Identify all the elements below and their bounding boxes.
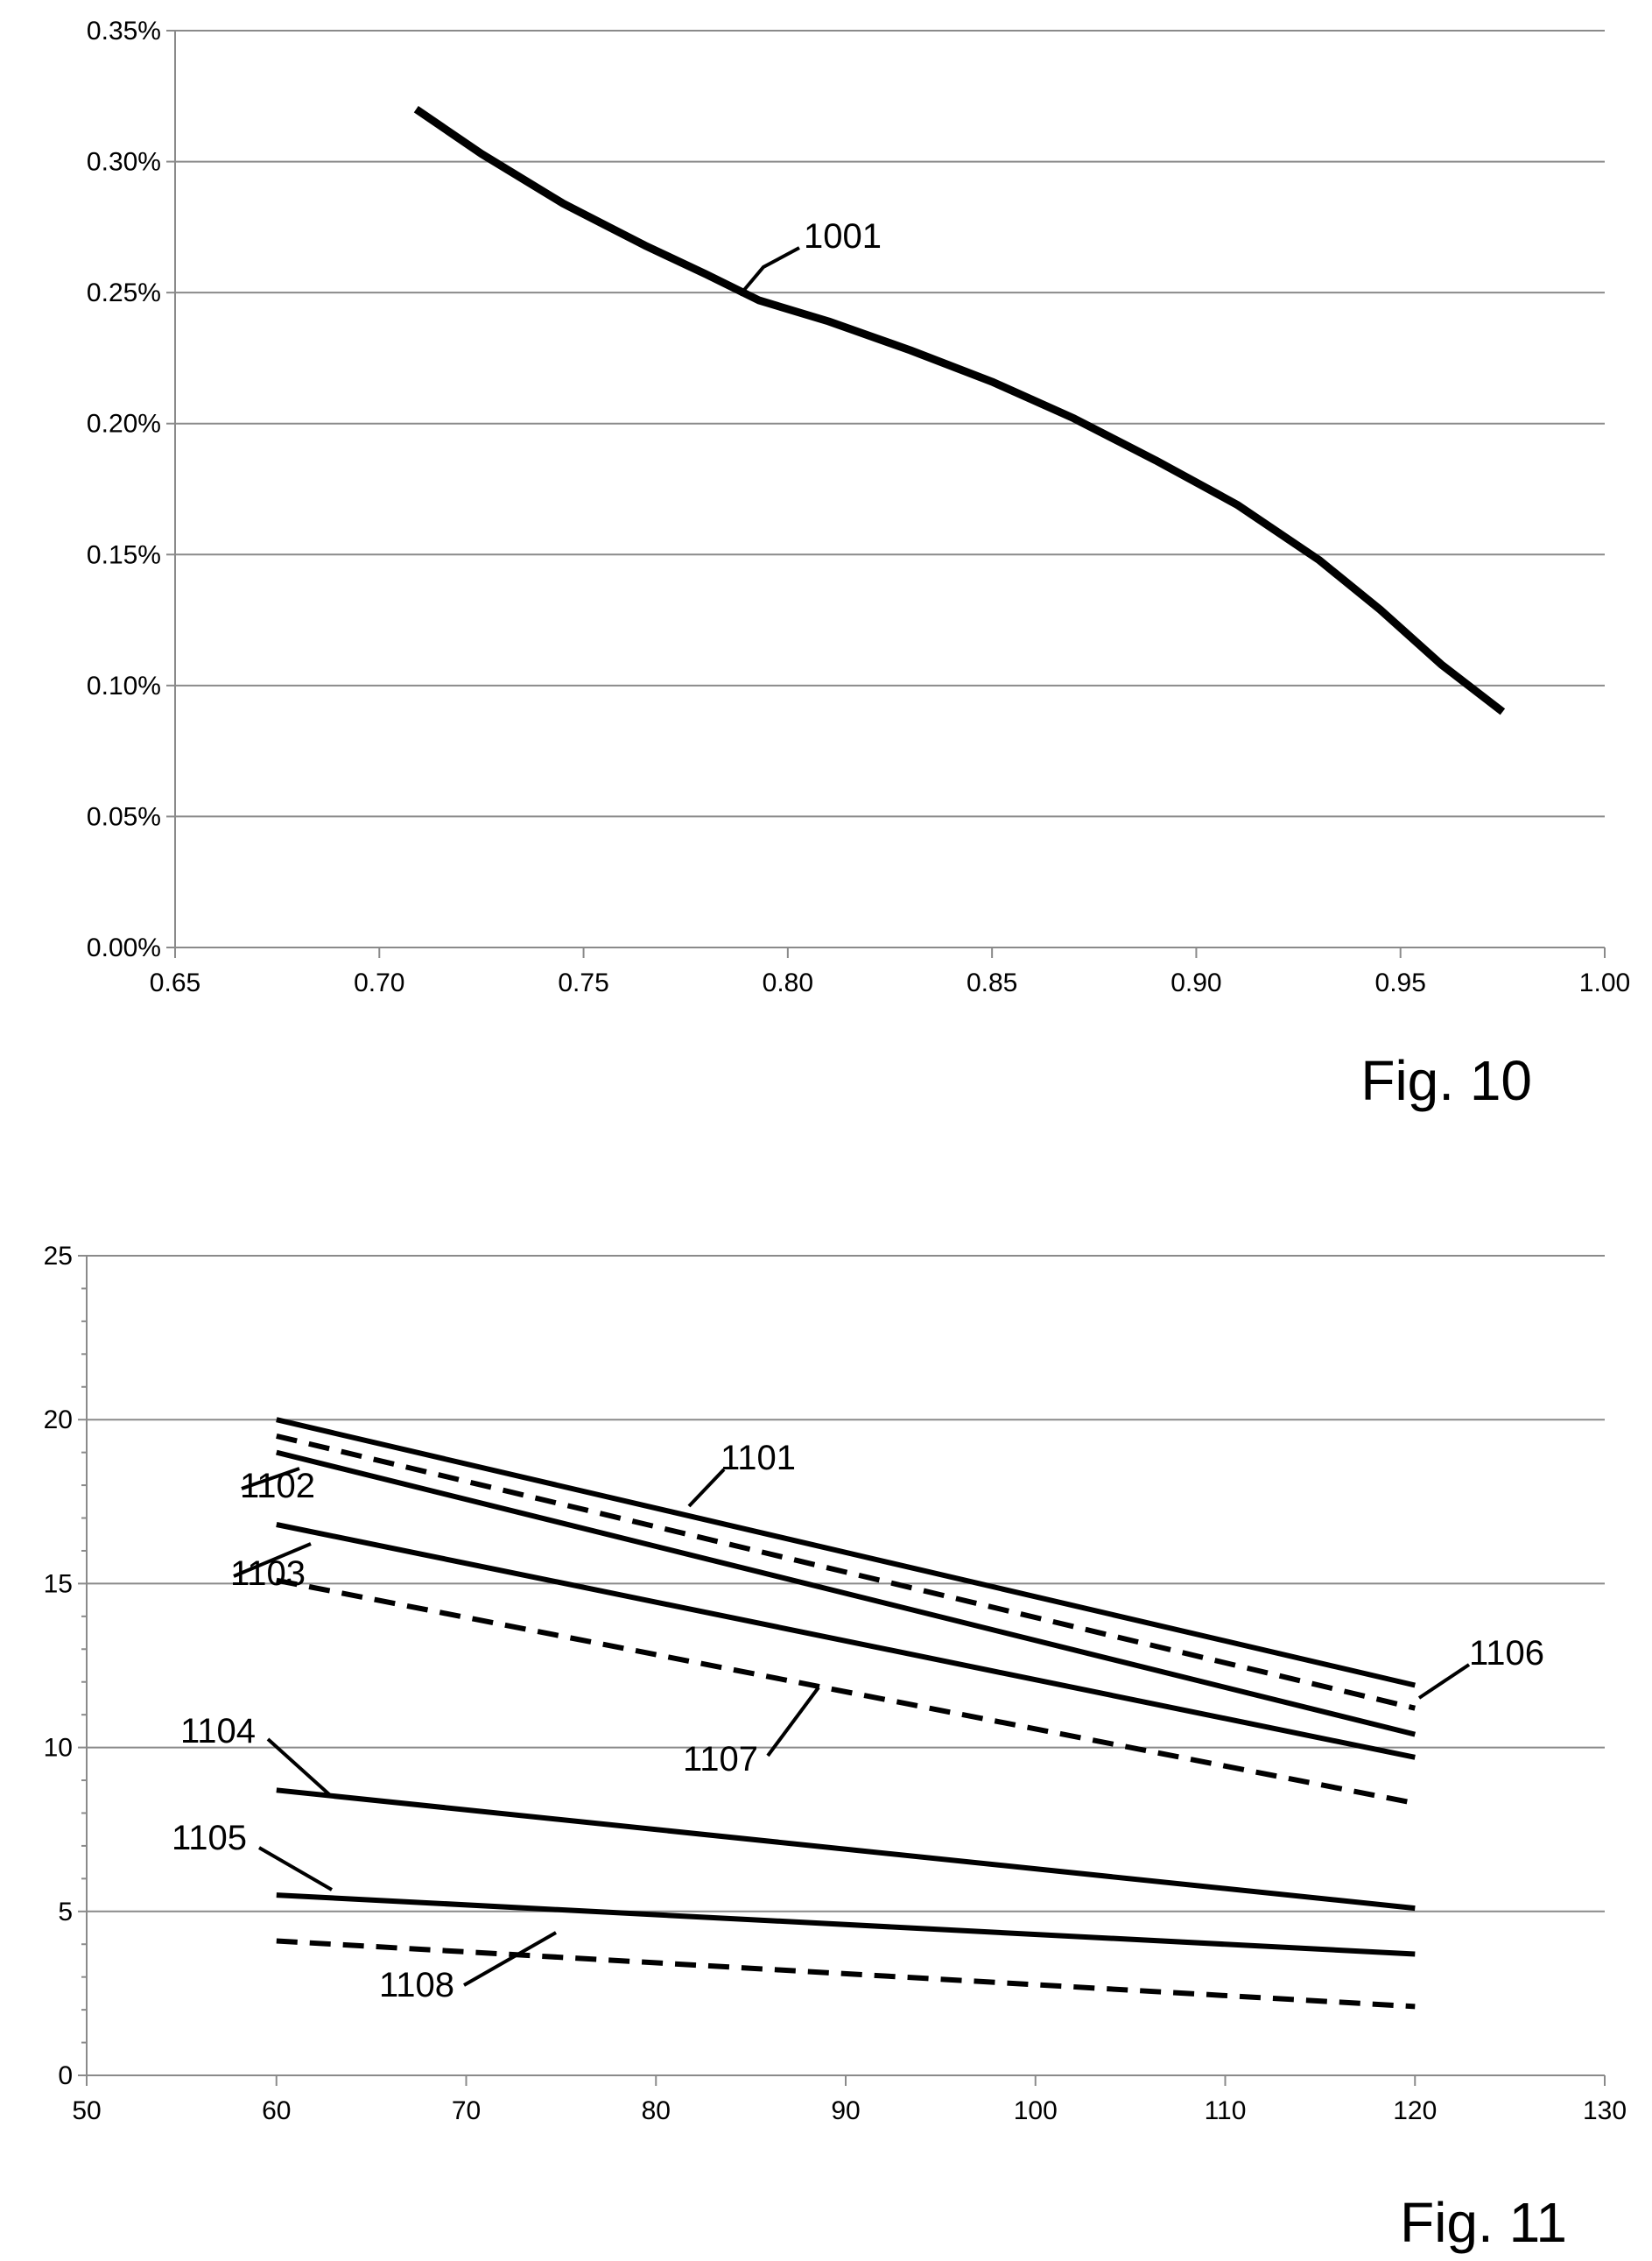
x-tick-label: 1.00 — [1579, 968, 1630, 997]
series-line-1108 — [276, 1938, 1416, 2010]
callout-leader-1102 — [241, 1467, 300, 1490]
callout-label-1104: 1104 — [180, 1712, 256, 1750]
x-tick-label: 0.85 — [967, 968, 1017, 997]
x-tick-label: 90 — [831, 2096, 860, 2125]
callout-leader-1105 — [257, 1846, 334, 1891]
y-tick-label: 0.20% — [87, 410, 161, 439]
callout-leader-1106 — [1417, 1663, 1471, 1700]
series-line-1103 — [276, 1522, 1416, 1760]
x-tick-label: 80 — [642, 2096, 671, 2125]
callout-label-1108: 1108 — [379, 1966, 454, 2004]
y-tick-label: 0.15% — [87, 540, 161, 569]
x-tick-label: 0.80 — [763, 968, 813, 997]
x-tick-label: 0.75 — [558, 968, 608, 997]
callout-leader-1101 — [687, 1468, 726, 1508]
callout-label-1102: 1102 — [240, 1467, 315, 1505]
y-tick-label: 0.10% — [87, 672, 161, 701]
callout-leader-1103 — [233, 1542, 312, 1578]
y-tick-label: 0 — [58, 2061, 73, 2090]
series-line-1101 — [276, 1417, 1416, 1688]
x-tick-label: 120 — [1393, 2096, 1437, 2125]
y-tick-label: 0.05% — [87, 802, 161, 831]
fig10-chart: 0.00% 0.05% 0.10% 0.15% 0.20% 0.25% 0.30% 0.35%… — [87, 17, 1630, 1112]
x-tick-label: 0.70 — [354, 968, 404, 997]
callout-label-1001: 1001 — [804, 217, 882, 256]
y-tick-label: 0.25% — [87, 278, 161, 307]
x-tick-label: 110 — [1205, 2096, 1247, 2125]
callout-label-1103: 1103 — [230, 1554, 306, 1593]
y-tick-label: 0.35% — [87, 17, 161, 46]
x-tick-label: 0.95 — [1375, 968, 1426, 997]
figure-caption: Fig. 10 — [1360, 1049, 1532, 1112]
y-tick-label: 0.00% — [87, 933, 161, 962]
x-tick-label: 0.90 — [1170, 968, 1221, 997]
series-line-1001 — [413, 105, 1506, 715]
series-line-1105 — [276, 1892, 1416, 1957]
callout-label-1106: 1106 — [1469, 1634, 1544, 1673]
figure-caption: Fig. 11 — [1400, 2191, 1567, 2254]
x-tick-label: 130 — [1583, 2096, 1627, 2125]
x-tick-label: 60 — [262, 2096, 291, 2125]
x-tick-label: 70 — [452, 2096, 481, 2125]
series-line-1107 — [276, 1577, 1416, 1807]
x-tick-label: 50 — [72, 2096, 101, 2125]
series-line-1106 — [276, 1433, 1416, 1711]
callout-leader-1104 — [266, 1737, 332, 1797]
y-tick-label: 0.30% — [87, 148, 161, 177]
callout-leader-1001 — [738, 246, 800, 297]
callout-label-1105: 1105 — [172, 1819, 247, 1857]
y-tick-label: 20 — [44, 1405, 73, 1434]
y-tick-label: 25 — [44, 1242, 73, 1271]
series-line-1104 — [276, 1787, 1416, 1912]
x-tick-label: 0.65 — [150, 968, 200, 997]
y-tick-label: 10 — [44, 1734, 73, 1763]
callout-leader-1107 — [766, 1686, 820, 1757]
y-tick-label: 5 — [58, 1898, 73, 1926]
y-tick-label: 15 — [44, 1569, 73, 1598]
callout-label-1101: 1101 — [721, 1439, 796, 1477]
callout-label-1107: 1107 — [683, 1740, 758, 1779]
callout-leader-1108 — [463, 1931, 557, 1987]
x-tick-label: 100 — [1014, 2096, 1058, 2125]
series-line-1102 — [276, 1449, 1417, 1737]
fig11-chart: 0 5 10 15 20 25 50 60 70 80 90 100 110 120 130 1101 1106… — [44, 1242, 1627, 2254]
